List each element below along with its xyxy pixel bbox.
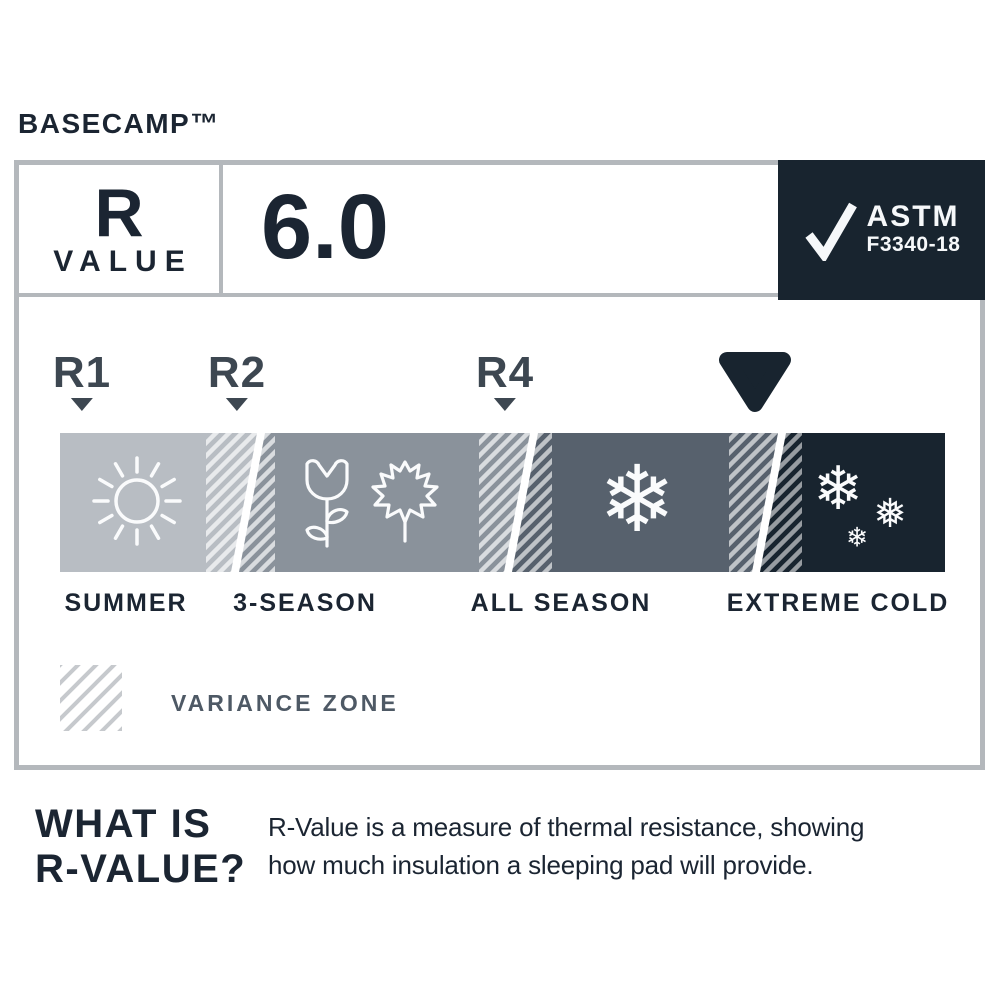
what-is-r-value-heading: WHAT IS R-VALUE? — [35, 802, 246, 892]
marker-r4-label: R4 — [475, 348, 535, 397]
astm-certification-badge: ASTM F3340-18 — [778, 160, 985, 300]
r-value-panel: R VALUE 6.0 ASTM F3340-18 R1 R2 R4 — [14, 160, 985, 770]
snowflake-small-icon: ❄ — [845, 522, 869, 554]
description-line-1: R-Value is a measure of thermal resistan… — [268, 812, 865, 842]
variance-zone-hatch — [479, 433, 530, 572]
variance-zone-hatch — [239, 433, 275, 572]
vertical-divider — [219, 165, 223, 293]
marker-arrow-icon — [226, 398, 248, 411]
variance-zone-label: VARIANCE ZONE — [171, 690, 399, 716]
check-icon — [804, 202, 857, 261]
band-summer — [60, 433, 206, 572]
marker-arrow-icon — [71, 398, 93, 411]
marker-r1: R1 — [52, 348, 112, 411]
value-indicator-icon — [719, 352, 791, 412]
snowflake-medium-icon: ❅ — [873, 491, 907, 537]
sun-icon — [92, 456, 182, 550]
brand-title: BASECAMP™ — [18, 108, 220, 139]
description-line-2: how much insulation a sleeping pad will … — [268, 850, 814, 880]
band-all-season — [552, 433, 729, 572]
r-value-number: 6.0 — [261, 176, 389, 278]
zone-label-all-season: ALL SEASON — [470, 589, 652, 617]
astm-label: ASTM — [866, 200, 960, 233]
value-word: VALUE — [53, 245, 193, 278]
astm-text: ASTM F3340-18 — [867, 202, 961, 258]
marker-arrow-icon — [494, 398, 516, 411]
variance-zone-swatch — [60, 665, 122, 731]
variance-zone-hatch — [206, 433, 257, 572]
band-extreme-cold — [802, 433, 945, 572]
heading-line-1: WHAT IS — [35, 802, 212, 846]
marker-r2: R2 — [207, 348, 267, 411]
variance-zone-hatch — [760, 433, 802, 572]
tulip-icon — [297, 457, 357, 553]
snowflake-icon: ❄ — [598, 446, 676, 553]
zone-label-summer: SUMMER — [64, 589, 188, 617]
zone-label-extreme-cold: EXTREME COLD — [726, 589, 950, 617]
astm-standard: F3340-18 — [866, 233, 961, 256]
marker-r1-label: R1 — [52, 348, 112, 397]
horizontal-divider — [19, 293, 778, 297]
variance-zone-hatch — [512, 433, 552, 572]
variance-zone-hatch — [729, 433, 778, 572]
heading-line-2: R-VALUE? — [35, 847, 247, 891]
maple-leaf-icon — [368, 456, 442, 548]
marker-r4: R4 — [475, 348, 535, 411]
r-value-description: R-Value is a measure of thermal resistan… — [268, 808, 864, 884]
marker-r2-label: R2 — [207, 348, 267, 397]
r-letter: R — [94, 175, 144, 251]
r-value-label-cell: R VALUE — [19, 165, 219, 293]
zone-label-3-season: 3-SEASON — [233, 589, 377, 617]
snowflake-large-icon: ❄ — [812, 454, 864, 524]
